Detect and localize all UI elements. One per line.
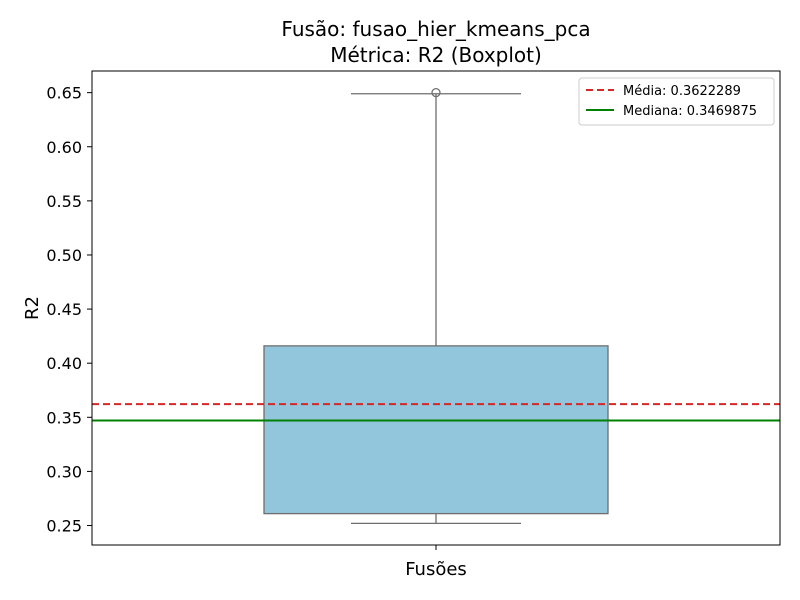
y-tick-label: 0.25 [46, 517, 82, 536]
y-tick-label: 0.35 [46, 408, 82, 427]
chart-subtitle: Métrica: R2 (Boxplot) [330, 43, 542, 67]
y-tick-label: 0.40 [46, 354, 82, 373]
legend-box [578, 77, 775, 126]
legend: Média: 0.3622289 Mediana: 0.3469875 [578, 77, 775, 126]
y-tick-label: 0.60 [46, 138, 82, 157]
y-tick-label: 0.65 [46, 84, 82, 103]
plot-area [91, 70, 781, 546]
outlier-point [431, 87, 441, 98]
y-axis-label: R2 [22, 296, 43, 320]
y-axis: 0.25 0.30 0.35 0.40 0.45 0.50 0.55 0.60 0.65 [46, 84, 92, 536]
y-tick-label: 0.45 [46, 300, 82, 319]
y-tick-label: 0.30 [46, 462, 82, 481]
x-axis: Fusões [405, 545, 467, 580]
iqr-box [263, 345, 609, 515]
chart-title: Fusão: fusao_hier_kmeans_pca [281, 17, 591, 41]
legend-median-label: Mediana: 0.3469875 [623, 104, 757, 119]
y-tick-label: 0.55 [46, 192, 82, 211]
x-tick-label: Fusões [405, 559, 467, 580]
legend-mean-label: Média: 0.3622289 [623, 84, 741, 99]
y-tick-label: 0.50 [46, 246, 82, 265]
